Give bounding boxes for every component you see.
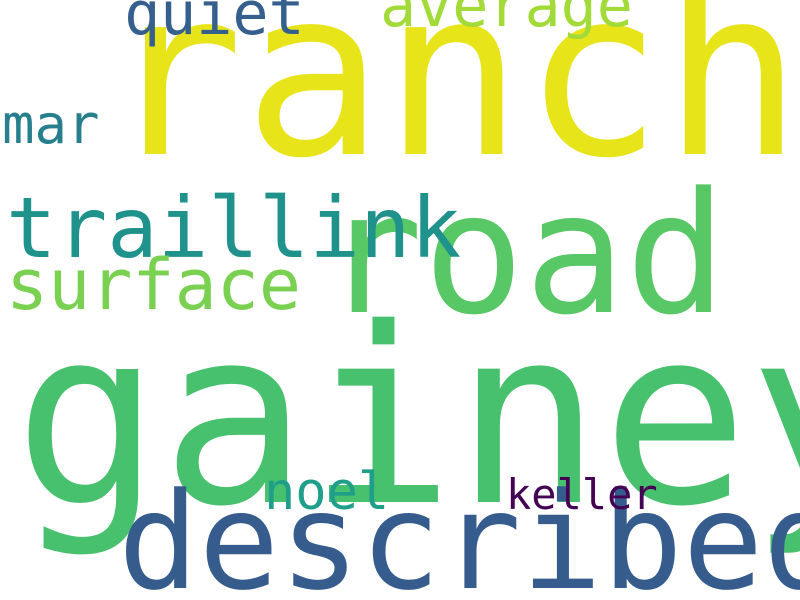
- word-average: average: [380, 0, 633, 41]
- word-surface: surface: [6, 244, 302, 326]
- word-mar: mar: [2, 93, 100, 156]
- word-traillink: traillink: [6, 179, 462, 277]
- word-noel: noel: [264, 462, 390, 522]
- word-described: described: [118, 464, 800, 600]
- word-road: road: [322, 156, 727, 352]
- word-keller: keller: [506, 470, 658, 519]
- word-gainey: gainey: [14, 276, 800, 560]
- word-ranch: ranch: [104, 0, 800, 209]
- word-quiet: quiet: [124, 0, 305, 49]
